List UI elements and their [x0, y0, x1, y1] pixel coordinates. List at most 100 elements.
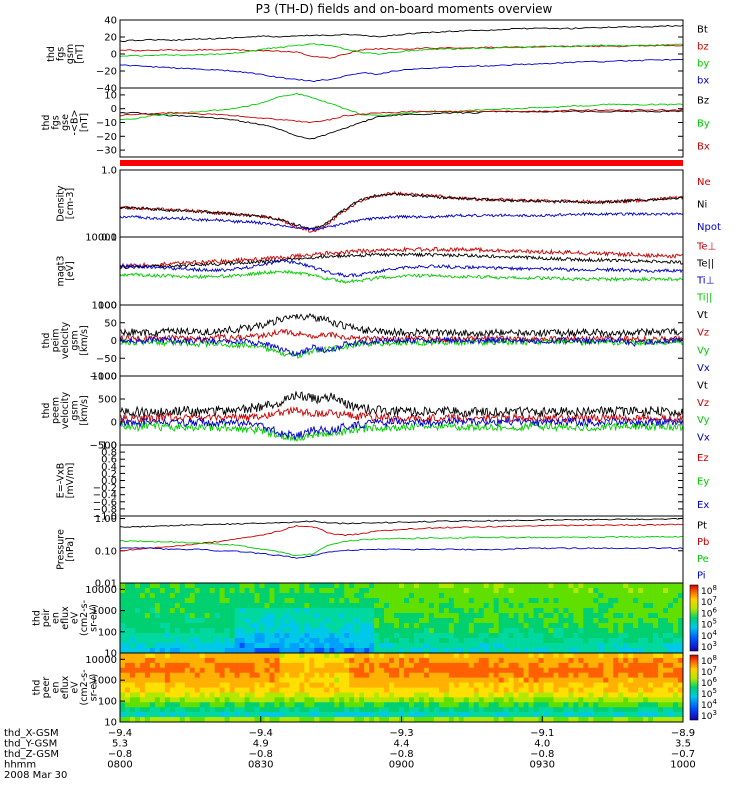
spectrogram-cell	[568, 588, 574, 594]
spectrogram-cell	[129, 588, 136, 594]
spectrogram-cell	[344, 583, 350, 589]
spectrogram-cell	[214, 603, 220, 609]
spectrogram-cell	[563, 677, 569, 683]
spectrogram-cell	[573, 638, 579, 644]
spectrogram-cell	[638, 603, 644, 609]
spectrogram-cell	[124, 603, 131, 609]
spectrogram-cell	[354, 613, 360, 619]
spectrogram-cell	[563, 657, 569, 664]
spectrogram-cell	[164, 657, 171, 664]
spectrogram-cell	[394, 682, 400, 688]
spectrogram-cell	[638, 588, 644, 594]
spectrogram-cell	[568, 657, 574, 664]
spectrogram-cell	[289, 588, 295, 594]
spectrogram-cell	[533, 583, 539, 589]
spectrogram-cell	[648, 677, 654, 683]
spectrogram-cell	[354, 583, 360, 589]
spectrogram-cell	[204, 712, 210, 718]
spectrogram-cell	[473, 643, 480, 649]
y-axis-label: peim	[51, 329, 62, 353]
spectrogram-cell	[139, 657, 146, 664]
spectrogram-cell	[169, 643, 176, 649]
spectrogram-cell	[443, 692, 450, 698]
spectrogram-cell	[184, 677, 191, 683]
spectrogram-cell	[129, 667, 136, 674]
spectrogram-cell	[224, 608, 230, 614]
spectrogram-cell	[653, 662, 659, 669]
spectrogram-cell	[234, 588, 240, 594]
spectrogram-cell	[488, 598, 494, 604]
spectrogram-cell	[154, 687, 161, 693]
spectrogram-cell	[189, 667, 196, 674]
spectrogram-cell	[274, 687, 280, 693]
spectrogram-cell	[623, 593, 629, 599]
spectrogram-cell	[408, 593, 415, 599]
spectrogram-cell	[418, 672, 425, 678]
spectrogram-cell	[389, 593, 395, 599]
spectrogram-cell	[349, 712, 355, 718]
y-axis-label: [km/s]	[79, 395, 90, 425]
spectrogram-cell	[578, 677, 584, 683]
spectrogram-cell	[139, 633, 146, 639]
spectrogram-cell	[438, 628, 445, 634]
y-tick-label: 100	[98, 627, 117, 638]
spectrogram-cell	[433, 717, 440, 723]
spectrogram-cell	[174, 588, 181, 594]
spectrogram-cell	[144, 613, 151, 619]
spectrogram-cell	[194, 618, 201, 624]
spectrogram-cell	[224, 623, 230, 629]
spectrogram-cell	[214, 643, 220, 649]
spectrogram-cell	[458, 712, 465, 718]
spectrogram-cell	[483, 707, 489, 713]
spectrogram-cell	[508, 618, 514, 624]
spectrogram-cell	[523, 667, 529, 674]
spectrogram-cell	[254, 653, 260, 659]
spectrogram-cell	[359, 583, 365, 589]
spectrogram-cell	[578, 702, 584, 708]
spectrogram-cell	[359, 702, 365, 708]
spectrogram-cell	[418, 613, 425, 619]
spectrogram-cell	[399, 712, 405, 718]
spectrogram-cell	[299, 697, 305, 703]
spectrogram-cell	[678, 648, 684, 654]
spectrogram-cell	[224, 667, 230, 674]
spectrogram-cell	[613, 583, 619, 589]
spectrogram-cell	[568, 653, 574, 659]
spectrogram-cell	[289, 717, 295, 723]
spectrogram-cell	[478, 682, 485, 688]
spectrogram-cell	[129, 623, 136, 629]
spectrogram-cell	[329, 643, 335, 649]
spectrogram-cell	[433, 598, 440, 604]
spectrogram-cell	[374, 687, 380, 693]
spectrogram-cell	[493, 687, 499, 693]
spectrogram-cell	[169, 717, 176, 723]
spectrogram-cell	[448, 593, 455, 599]
spectrogram-cell	[543, 687, 549, 693]
spectrogram-cell	[349, 648, 355, 654]
spectrogram-cell	[478, 588, 485, 594]
spectrogram-cell	[403, 692, 410, 698]
y-axis-label: peem	[51, 397, 62, 424]
spectrogram-cell	[668, 618, 674, 624]
spectrogram-cell	[189, 628, 196, 634]
spectrogram-cell	[264, 643, 270, 649]
spectrogram-cell	[513, 583, 519, 589]
spectrogram-cell	[344, 702, 350, 708]
spectrogram-cell	[538, 653, 544, 659]
spectrogram-cell	[174, 633, 181, 639]
spectrogram-cell	[588, 613, 594, 619]
spectrogram-cell	[528, 677, 534, 683]
spectrogram-cell	[563, 707, 569, 713]
spectrogram-cell	[513, 657, 519, 664]
spectrogram-cell	[418, 583, 425, 589]
spectrogram-cell	[603, 603, 609, 609]
spectrogram-cell	[543, 682, 549, 688]
x-row-label: hhmm	[4, 760, 36, 771]
spectrogram-cell	[249, 608, 255, 614]
spectrogram-cell	[249, 692, 255, 698]
spectrogram-cell	[399, 653, 405, 659]
spectrogram-cell	[583, 702, 589, 708]
spectrogram-cell	[394, 697, 400, 703]
spectrogram-cell	[678, 593, 684, 599]
spectrogram-cell	[364, 613, 370, 619]
